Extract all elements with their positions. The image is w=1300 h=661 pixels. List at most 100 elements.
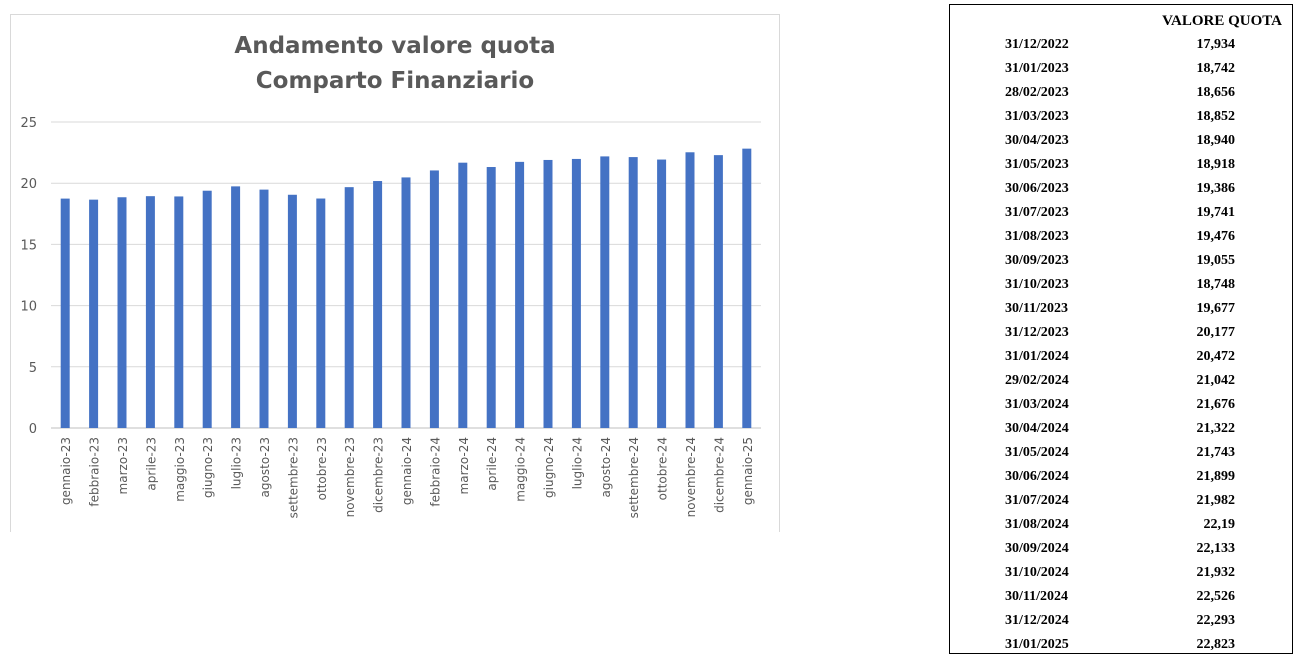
- row-value: 18,742: [1196, 61, 1236, 76]
- row-value: 21,042: [1196, 373, 1236, 388]
- x-tick-label: marzo-23: [116, 437, 130, 494]
- y-tick-label: 20: [20, 177, 37, 192]
- row-date: 31/05/2023: [1005, 157, 1069, 172]
- y-tick-label: 10: [20, 300, 37, 315]
- row-value: 18,940: [1196, 133, 1236, 148]
- row-date: 31/05/2024: [1005, 445, 1069, 460]
- row-value: 19,386: [1196, 181, 1236, 196]
- bar-chart: 0 5 10 15 20 25 gennaio-23 febbraio-23 marzo-23 a…: [20, 116, 761, 518]
- row-date: 31/08/2023: [1005, 229, 1069, 244]
- row-value: 19,055: [1196, 253, 1236, 268]
- x-tick-label: novembre-23: [343, 437, 357, 517]
- row-value: 21,322: [1196, 421, 1236, 436]
- bar: [657, 159, 667, 429]
- bar: [713, 155, 723, 429]
- row-value: 22,823: [1196, 637, 1236, 652]
- row-date: 29/02/2024: [1005, 373, 1069, 388]
- table-row: 31/07/2023 19,741: [950, 205, 1292, 229]
- row-date: 31/12/2022: [1005, 37, 1069, 52]
- table-row: 28/02/2023 18,656: [950, 85, 1292, 109]
- chart-title-line-1: Andamento valore quota: [234, 33, 556, 59]
- row-date: 30/06/2024: [1005, 469, 1069, 484]
- row-date: 31/10/2024: [1005, 565, 1069, 580]
- table-row: 30/09/2024 22,133: [950, 541, 1292, 565]
- chart-panel: Andamento valore quota Comparto Finanzia…: [10, 14, 780, 532]
- row-value: 18,852: [1196, 109, 1236, 124]
- row-value: 19,476: [1196, 229, 1236, 244]
- table-row: 30/09/2023 19,055: [950, 253, 1292, 277]
- bar: [145, 196, 155, 428]
- row-date: 31/03/2023: [1005, 109, 1069, 124]
- x-tick-label: febbraio-24: [428, 437, 442, 507]
- row-value: 19,677: [1196, 301, 1236, 316]
- y-tick-label: 25: [20, 116, 37, 131]
- bar: [429, 170, 439, 428]
- bar: [89, 199, 99, 428]
- x-tick-label: novembre-24: [684, 437, 698, 517]
- y-tick-label: 15: [20, 238, 37, 253]
- bar: [231, 186, 241, 428]
- table-row: 30/04/2023 18,940: [950, 133, 1292, 157]
- row-value: 18,748: [1196, 277, 1236, 292]
- row-value: 19,741: [1196, 205, 1236, 220]
- bar: [287, 194, 297, 428]
- row-value: 18,918: [1196, 157, 1236, 172]
- x-tick-label: maggio-24: [514, 437, 528, 502]
- bar: [742, 148, 752, 428]
- row-value: 17,934: [1196, 37, 1236, 52]
- row-date: 30/04/2024: [1005, 421, 1069, 436]
- table-header: VALORE QUOTA: [1162, 13, 1282, 29]
- x-tick-label: agosto-23: [258, 437, 272, 497]
- row-date: 31/01/2023: [1005, 61, 1069, 76]
- table-row: 31/10/2024 21,932: [950, 565, 1292, 589]
- x-tick-label: dicembre-23: [372, 437, 386, 513]
- row-date: 31/10/2023: [1005, 277, 1069, 292]
- x-tick-label: agosto-24: [599, 437, 613, 497]
- value-table: VALORE QUOTA 31/12/2022 17,934 31/01/2023 1…: [949, 4, 1293, 654]
- row-date: 31/07/2024: [1005, 493, 1069, 508]
- x-tick-label: settembre-24: [627, 437, 641, 518]
- bar: [259, 189, 269, 428]
- table-row: 31/12/2024 22,293: [950, 613, 1292, 637]
- table-row: 31/01/2025 22,823: [950, 637, 1292, 661]
- bar: [373, 181, 383, 428]
- row-value: 18,656: [1196, 85, 1236, 100]
- bar: [685, 152, 695, 429]
- table-row: 31/03/2024 21,676: [950, 397, 1292, 421]
- row-date: 30/11/2024: [1005, 589, 1069, 604]
- table-row: 31/01/2023 18,742: [950, 61, 1292, 85]
- x-tick-label: gennaio-25: [741, 437, 755, 505]
- bar: [60, 198, 70, 428]
- row-date: 30/11/2023: [1005, 301, 1069, 316]
- x-tick-label: febbraio-23: [88, 437, 102, 507]
- row-date: 31/01/2024: [1005, 349, 1069, 364]
- row-value: 22,293: [1196, 613, 1236, 628]
- bar: [174, 196, 184, 428]
- x-tick-label: dicembre-24: [712, 437, 726, 513]
- table-row: 31/05/2024 21,743: [950, 445, 1292, 469]
- row-value: 20,472: [1196, 349, 1236, 364]
- row-date: 31/12/2024: [1005, 613, 1069, 628]
- row-value: 20,177: [1196, 325, 1236, 340]
- x-tick-label: luglio-23: [230, 437, 244, 489]
- x-tick-label: giugno-23: [201, 437, 215, 498]
- row-date: 31/07/2023: [1005, 205, 1069, 220]
- table-row: 31/01/2024 20,472: [950, 349, 1292, 373]
- row-date: 28/02/2023: [1005, 85, 1069, 100]
- table-row: 31/12/2023 20,177: [950, 325, 1292, 349]
- bar: [571, 158, 581, 429]
- row-value: 21,932: [1196, 565, 1236, 580]
- table-row: 30/04/2024 21,322: [950, 421, 1292, 445]
- bar: [117, 197, 127, 428]
- row-date: 30/09/2024: [1005, 541, 1069, 556]
- bar: [543, 159, 553, 428]
- table-row: 31/03/2023 18,852: [950, 109, 1292, 133]
- row-value: 22,19: [1203, 517, 1236, 532]
- row-date: 31/03/2024: [1005, 397, 1069, 412]
- row-value: 22,133: [1196, 541, 1236, 556]
- row-date: 31/12/2023: [1005, 325, 1069, 340]
- table-row: 30/06/2024 21,899: [950, 469, 1292, 493]
- row-date: 31/01/2025: [1005, 637, 1069, 652]
- table-row: 31/05/2023 18,918: [950, 157, 1292, 181]
- x-tick-label: giugno-24: [542, 437, 556, 498]
